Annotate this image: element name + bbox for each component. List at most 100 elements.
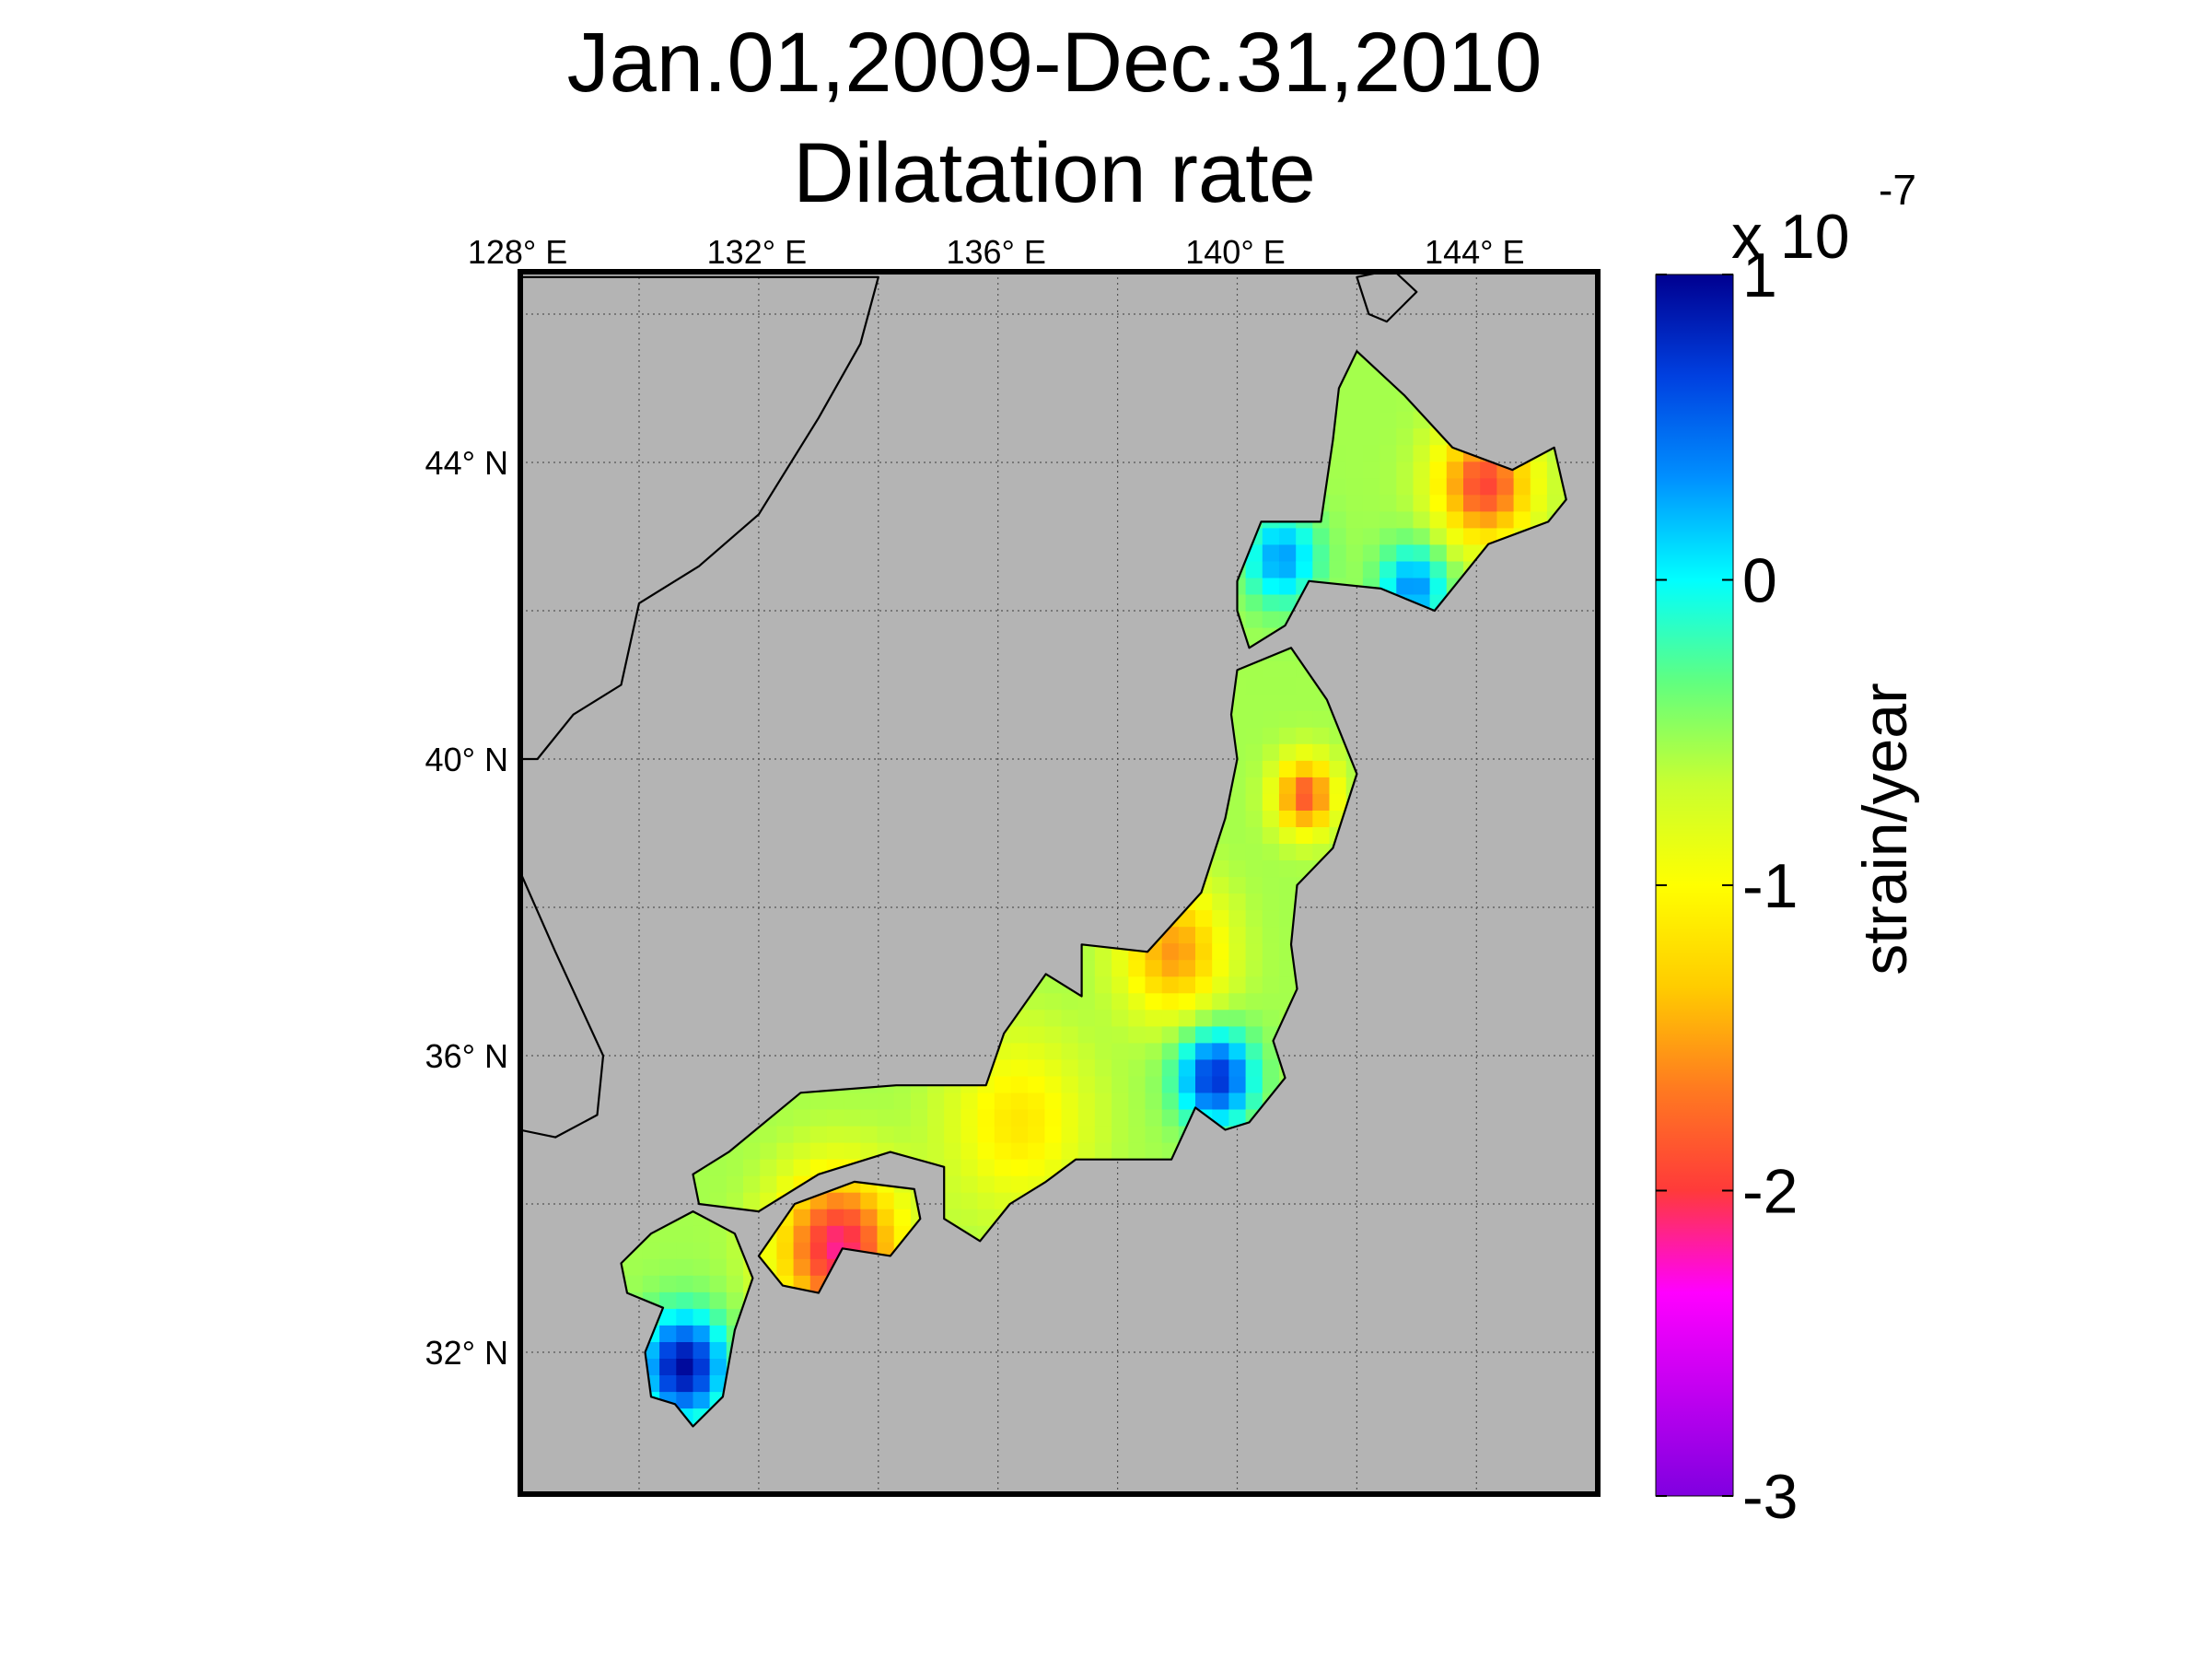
strain-cell: [709, 1175, 728, 1193]
strain-cell: [1212, 926, 1229, 944]
strain-cell: [1279, 810, 1297, 827]
strain-cell: [793, 1092, 811, 1110]
strain-cell: [1463, 494, 1481, 512]
strain-cell: [1195, 992, 1213, 1011]
strain-cell: [826, 1109, 844, 1127]
strain-cell: [1044, 1058, 1063, 1077]
strain-cell: [1061, 1092, 1079, 1110]
strain-cell: [1128, 1009, 1147, 1027]
strain-cell: [1212, 942, 1229, 961]
strain-cell: [1296, 727, 1313, 744]
strain-cell: [977, 1192, 995, 1209]
strain-cell: [709, 1374, 728, 1393]
strain-cell: [893, 1126, 912, 1143]
strain-cell: [1061, 1126, 1079, 1143]
strain-cell: [1195, 893, 1213, 911]
strain-cell: [743, 1192, 761, 1209]
strain-cell: [994, 1192, 1012, 1209]
strain-cell: [1212, 1025, 1229, 1044]
strain-cell: [1028, 1009, 1045, 1027]
strain-cell: [1094, 976, 1112, 994]
strain-cell: [709, 1341, 728, 1359]
strain-cell: [1296, 677, 1313, 695]
strain-cell: [960, 1092, 979, 1110]
strain-cell: [743, 1142, 761, 1160]
strain-cell: [1245, 760, 1263, 777]
strain-cell: [1128, 992, 1147, 1011]
strain-cell: [709, 1258, 728, 1276]
strain-cell: [1011, 1109, 1029, 1127]
latitude-tick-label: 32° N: [425, 1334, 508, 1372]
strain-cell: [1262, 926, 1280, 944]
strain-cell: [1245, 876, 1263, 894]
strain-cell: [1362, 427, 1380, 446]
strain-cell: [1296, 760, 1313, 777]
strain-cell: [1061, 1042, 1079, 1060]
strain-cell: [1413, 510, 1431, 529]
strain-cell: [844, 1225, 861, 1243]
strain-cell: [1028, 1058, 1045, 1077]
strain-cell: [1262, 777, 1280, 794]
strain-cell: [1262, 959, 1280, 977]
strain-cell: [793, 1225, 811, 1243]
strain-cell: [977, 1109, 995, 1127]
colorbar: [1655, 274, 1734, 1497]
strain-cell: [1262, 543, 1280, 562]
strain-cell: [1279, 560, 1297, 578]
strain-cell: [1178, 1058, 1196, 1077]
strain-cell: [1061, 1075, 1079, 1093]
strain-cell: [1128, 976, 1147, 994]
strain-cell: [1312, 560, 1331, 578]
strain-cell: [1380, 444, 1397, 462]
strain-cell: [693, 1358, 711, 1375]
strain-cell: [776, 1159, 795, 1176]
strain-cell: [977, 1092, 995, 1110]
strain-cell: [693, 1242, 711, 1259]
strain-cell: [1345, 527, 1364, 545]
strain-cell: [1396, 494, 1415, 512]
strain-cell: [994, 1058, 1012, 1077]
strain-cell: [944, 1126, 961, 1143]
strain-cell: [944, 1092, 961, 1110]
strain-cell: [1312, 810, 1331, 827]
strain-cell: [1094, 1126, 1112, 1143]
strain-cell: [621, 1258, 627, 1276]
strain-cell: [809, 1142, 828, 1160]
strain-cell: [960, 1159, 979, 1176]
strain-cell: [1245, 959, 1263, 977]
strain-cell: [809, 1258, 828, 1276]
strain-cell: [1245, 611, 1263, 628]
strain-cell: [1279, 843, 1297, 860]
strain-cell: [1044, 1075, 1063, 1093]
strain-cell: [1228, 1092, 1247, 1110]
strain-cell: [1044, 992, 1063, 1011]
strain-cell: [676, 1391, 694, 1409]
strain-cell: [1028, 992, 1045, 1011]
title-line-2: Dilatation rate: [793, 126, 1316, 220]
strain-cell: [1312, 793, 1331, 811]
strain-cell: [1212, 976, 1229, 994]
strain-cell: [994, 1126, 1012, 1143]
strain-cell: [860, 1225, 879, 1243]
strain-cell: [642, 1258, 660, 1276]
strain-cell: [1429, 494, 1448, 512]
strain-cell: [893, 1192, 912, 1209]
strain-cell: [1112, 1042, 1129, 1060]
strain-cell: [1345, 494, 1364, 512]
latitude-tick-label: 36° N: [425, 1037, 508, 1075]
strain-cell: [1362, 378, 1380, 396]
strain-cell: [709, 1275, 728, 1292]
strain-cell: [726, 1159, 744, 1176]
strain-cell: [1228, 793, 1247, 811]
strain-cell: [1228, 893, 1247, 911]
strain-cell: [1094, 1092, 1112, 1110]
strain-cell: [726, 1275, 744, 1292]
strain-cell: [1161, 976, 1180, 994]
strain-cell: [1380, 411, 1397, 429]
strain-cell: [1195, 976, 1213, 994]
strain-cell: [1279, 594, 1297, 612]
strain-cell: [1228, 992, 1247, 1011]
strain-cell: [1312, 727, 1331, 744]
strain-cell: [1044, 1109, 1063, 1127]
strain-cell: [1212, 1075, 1229, 1093]
